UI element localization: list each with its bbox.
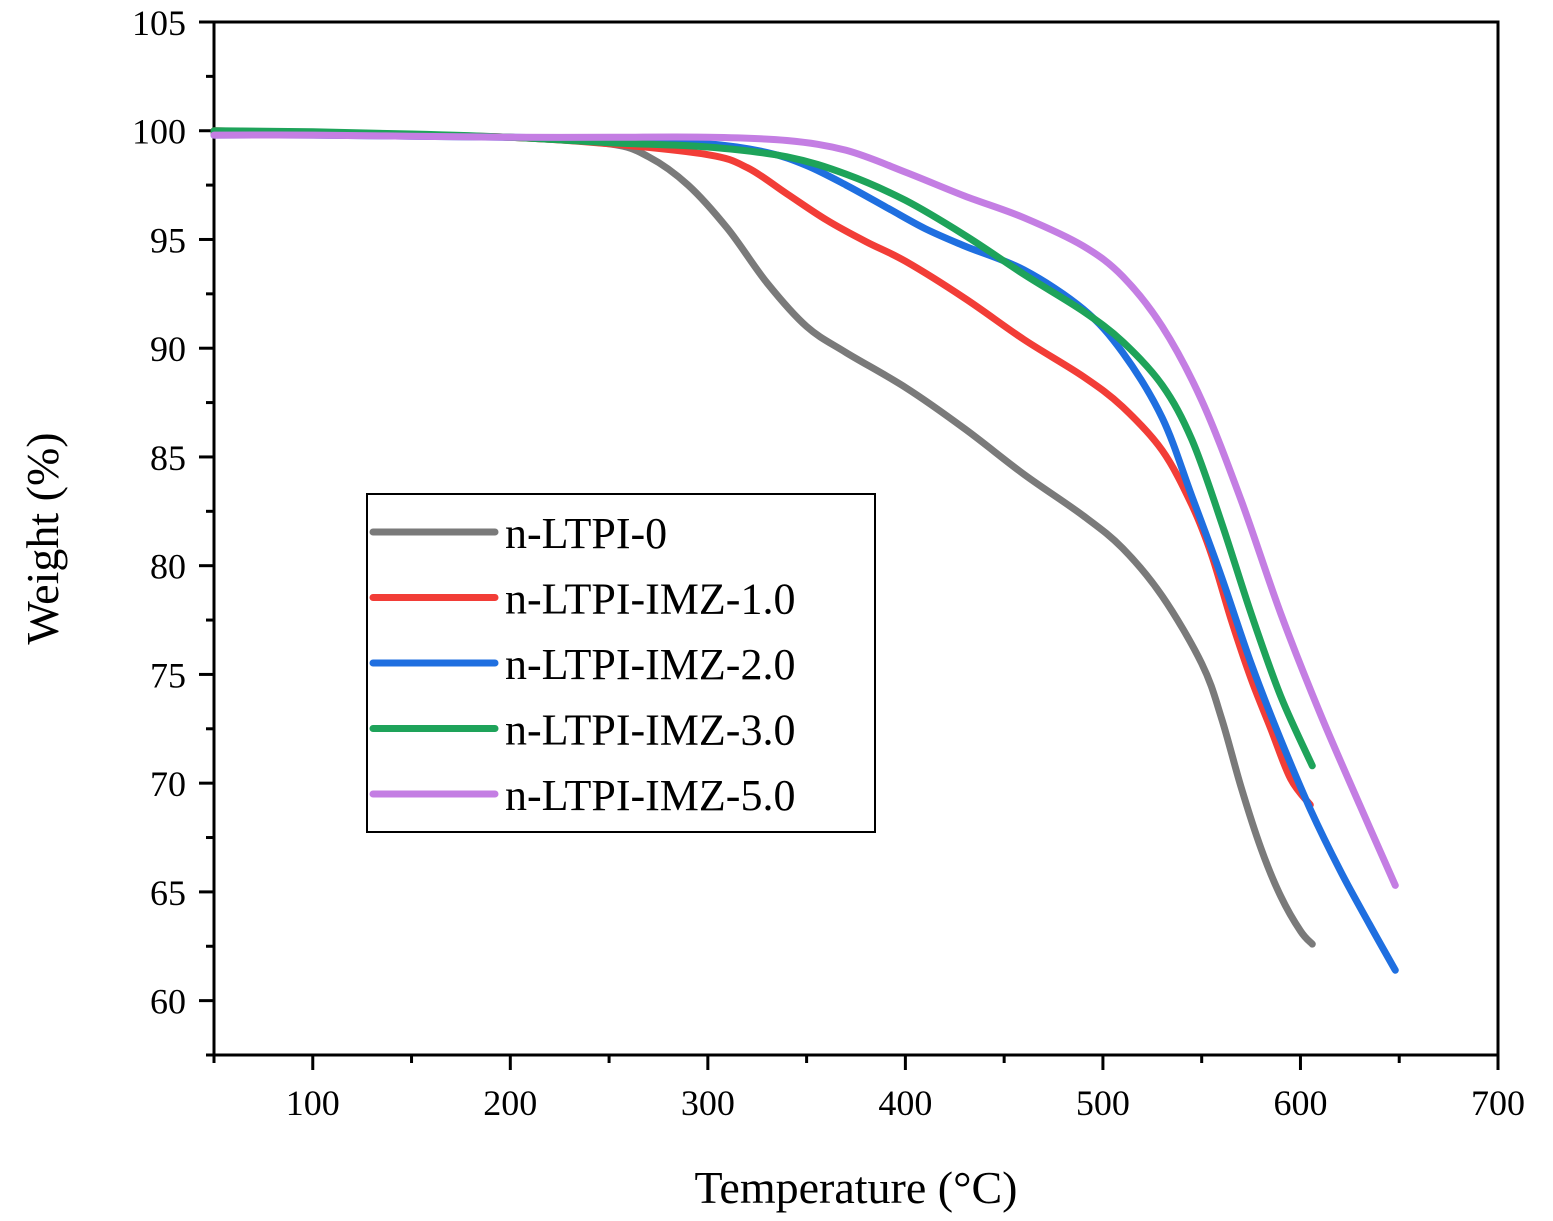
- y-tick-label: 70: [150, 764, 186, 804]
- y-tick-label: 65: [150, 873, 186, 913]
- x-tick-label: 200: [483, 1083, 537, 1123]
- x-tick-label: 700: [1471, 1083, 1525, 1123]
- x-tick-label: 100: [286, 1083, 340, 1123]
- x-tick-label: 600: [1273, 1083, 1327, 1123]
- x-tick-label: 500: [1076, 1083, 1130, 1123]
- legend-label: n-LTPI-IMZ-2.0: [505, 640, 795, 689]
- y-tick-label: 80: [150, 547, 186, 587]
- y-tick-label: 105: [132, 3, 186, 43]
- y-tick-label: 60: [150, 982, 186, 1022]
- y-tick-label: 75: [150, 655, 186, 695]
- legend-label: n-LTPI-IMZ-3.0: [505, 706, 795, 755]
- y-tick-label: 100: [132, 112, 186, 152]
- x-tick-label: 300: [681, 1083, 735, 1123]
- axis-ticks: 100 200 300 400 500 600 700 60 65 70 75 80 85 90 95 100…: [132, 3, 1525, 1123]
- legend-label: n-LTPI-IMZ-1.0: [505, 575, 795, 624]
- y-tick-label: 85: [150, 438, 186, 478]
- x-axis-title: Temperature (°C): [695, 1162, 1018, 1213]
- y-tick-label: 95: [150, 220, 186, 260]
- legend-label: n-LTPI-0: [505, 509, 667, 558]
- legend: n-LTPI-0 n-LTPI-IMZ-1.0 n-LTPI-IMZ-2.0 n-LT…: [366, 493, 876, 833]
- x-tick-label: 400: [878, 1083, 932, 1123]
- y-axis-title: Weight (%): [17, 432, 68, 644]
- legend-label: n-LTPI-IMZ-5.0: [505, 771, 795, 820]
- y-tick-label: 90: [150, 329, 186, 369]
- series-layer: [210, 127, 1399, 974]
- series-line-5: [210, 131, 1399, 889]
- plot-area: [212, 20, 1500, 1057]
